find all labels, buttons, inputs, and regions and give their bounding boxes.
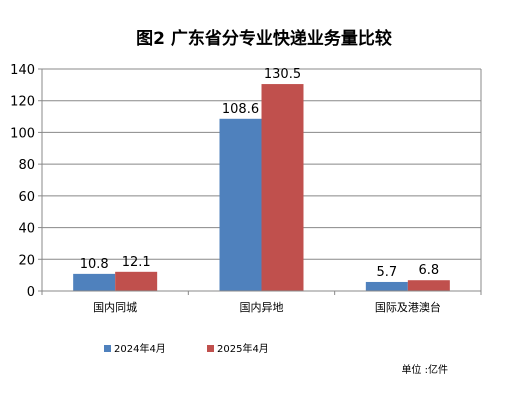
y-tick-label: 60 — [18, 190, 35, 205]
legend-swatch — [104, 345, 111, 352]
legend-label: 2024年4月 — [114, 342, 166, 355]
data-label: 6.8 — [418, 263, 439, 278]
legend-label: 2025年4月 — [217, 342, 269, 355]
data-label: 108.6 — [222, 102, 259, 117]
y-tick-label: 140 — [10, 63, 35, 78]
legend-swatch — [207, 345, 214, 352]
bar — [219, 118, 262, 291]
bar — [73, 273, 116, 291]
y-tick-label: 120 — [10, 95, 35, 110]
y-tick-label: 40 — [18, 222, 35, 237]
data-label: 130.5 — [264, 67, 301, 82]
y-tick-label: 0 — [27, 285, 35, 300]
legend: 2024年4月 2025年4月 — [104, 342, 269, 355]
x-category-label: 国际及港澳台 — [375, 300, 441, 314]
data-label: 12.1 — [122, 255, 151, 270]
data-label: 5.7 — [376, 265, 397, 280]
y-axis: 0 20 40 60 80 100 120 140 — [10, 63, 43, 300]
bar — [115, 271, 158, 291]
bar — [261, 84, 304, 291]
y-tick-label: 80 — [18, 158, 35, 173]
unit-note: 单位 :亿件 — [401, 363, 448, 376]
x-axis: 国内同城 国内异地 国际及港澳台 — [41, 290, 482, 314]
bar — [365, 281, 408, 291]
y-tick-label: 100 — [10, 126, 35, 141]
chart-title: 图2 广东省分专业快递业务量比较 — [136, 28, 392, 49]
y-tick-label: 20 — [18, 253, 35, 268]
x-category-label: 国内异地 — [240, 300, 284, 314]
data-label: 10.8 — [80, 257, 109, 272]
bar — [407, 280, 450, 291]
x-category-label: 国内同城 — [93, 300, 137, 314]
bars: 10.8 12.1 108.6 130.5 5.7 6.8 — [73, 67, 450, 291]
